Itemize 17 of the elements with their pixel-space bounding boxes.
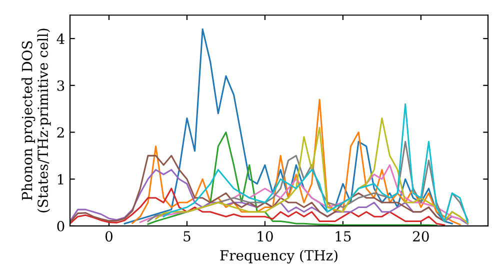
y-tick-label: 4 [56,34,64,44]
y-tick-label: 1 [58,174,64,184]
line-series [124,28,453,224]
x-axis-title: Frequency (THz) [220,250,338,264]
x-tick-label: 10 [258,231,273,242]
line-series [132,98,461,226]
x-tick-label: 15 [336,231,351,242]
x-tick-label: 20 [413,231,429,242]
x-tick-label: 5 [184,231,190,242]
y-axis-title: Phonon projected DOS (States/THz·primitive cell) [22,28,51,212]
x-tick-label: 0 [105,231,112,242]
y-tick-label: 3 [57,80,64,91]
y-tick-label: 2 [57,127,64,138]
line-series [147,131,438,226]
y-tick-label: 0 [57,220,64,232]
line-series [70,188,446,226]
line-series [70,154,461,223]
